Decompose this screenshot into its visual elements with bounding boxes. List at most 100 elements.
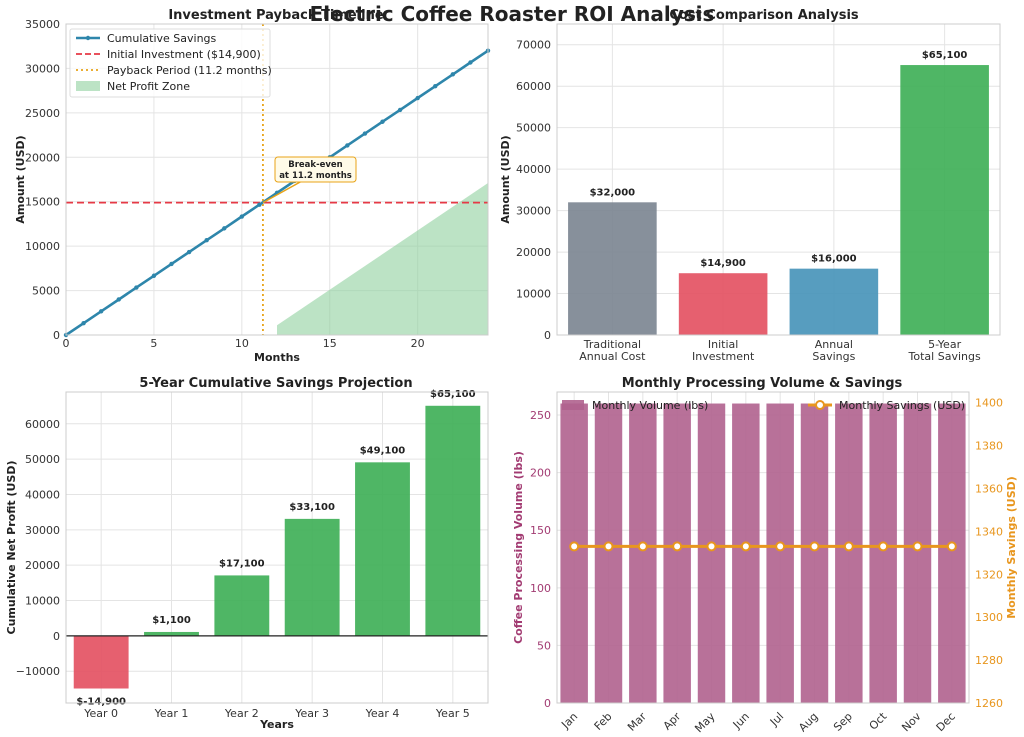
x-tick-label: Dec bbox=[934, 710, 958, 734]
x-tick-label: 20 bbox=[411, 337, 425, 350]
page-title: Electric Coffee Roaster ROI Analysis bbox=[309, 2, 715, 26]
y2-tick-label: 1380 bbox=[975, 440, 1003, 453]
monthly-savings-point bbox=[809, 541, 820, 552]
x-tick-label: Year 5 bbox=[435, 707, 470, 720]
cumulative-savings-point bbox=[433, 84, 438, 89]
x-tick-label: Jul bbox=[767, 710, 786, 729]
x-tick-label: Annual Cost bbox=[579, 350, 646, 363]
y-tick-label: 10000 bbox=[516, 288, 551, 301]
plot-frame bbox=[556, 391, 970, 704]
x-tick-label: Year 0 bbox=[83, 707, 118, 720]
y-axis-label: Cumulative Net Profit (USD) bbox=[5, 461, 18, 635]
monthly-savings-point bbox=[740, 541, 751, 552]
cumulative-savings-point bbox=[222, 226, 227, 231]
x-tick-label: Mar bbox=[625, 710, 649, 734]
y-tick-label: 30000 bbox=[25, 62, 60, 75]
bar bbox=[355, 462, 410, 636]
y-tick-label: 70000 bbox=[516, 39, 551, 52]
legend-swatch-marker bbox=[85, 35, 91, 41]
volume-bar bbox=[629, 403, 657, 703]
y-tick-label: 5000 bbox=[32, 285, 60, 298]
net-profit-zone bbox=[277, 183, 488, 335]
x-tick-label: Jan bbox=[558, 710, 580, 732]
bar-value-label: $17,100 bbox=[219, 558, 265, 569]
bar bbox=[73, 635, 129, 689]
y-tick-label: 25000 bbox=[25, 107, 60, 120]
cumulative-savings-point bbox=[169, 261, 174, 267]
annotation-text: at 11.2 months bbox=[279, 171, 352, 181]
cumulative-savings-point bbox=[345, 143, 350, 148]
volume-bar bbox=[663, 403, 691, 703]
monthly-savings-point bbox=[775, 541, 786, 552]
chart-title: Cost Comparison Analysis bbox=[669, 8, 859, 23]
plot-frame bbox=[65, 23, 489, 336]
y2-tick-label: 1280 bbox=[975, 654, 1003, 667]
x-tick-label: Investment bbox=[692, 350, 755, 363]
cumulative-savings-point bbox=[186, 249, 192, 255]
monthly-savings-point bbox=[946, 541, 957, 552]
monthly-savings-point bbox=[569, 541, 580, 552]
y-tick-label: 35000 bbox=[25, 18, 60, 31]
legend-swatch-marker bbox=[815, 400, 825, 410]
y-tick-label: 15000 bbox=[25, 196, 60, 209]
volume-bar bbox=[938, 403, 966, 703]
chart-cost-comparison: 0 10000 20000 30000 40000 50000 60000 70000 $32,… bbox=[499, 8, 1001, 363]
y-tick-label: 50 bbox=[537, 639, 551, 652]
bar bbox=[284, 518, 340, 636]
chart-title: Monthly Processing Volume & Savings bbox=[622, 376, 903, 391]
legend-label: Monthly Volume (lbs) bbox=[592, 399, 708, 412]
annotation-arrow bbox=[262, 180, 303, 204]
y-tick-label: 250 bbox=[530, 409, 551, 422]
monthly-savings-point bbox=[878, 541, 889, 552]
chart-savings-projection: −10000 0 10000 20000 30000 40000 50000 60000 $-1… bbox=[5, 376, 489, 731]
y-tick-label: 200 bbox=[530, 467, 551, 480]
y-tick-label: 40000 bbox=[25, 488, 60, 501]
y-tick-label: 150 bbox=[530, 524, 551, 537]
legend-swatch bbox=[562, 400, 584, 410]
annotation-text: Break-even bbox=[288, 160, 342, 170]
x-tick-label: Savings bbox=[812, 350, 855, 363]
bar-value-label: $-14,900 bbox=[76, 697, 126, 708]
cumulative-savings-point bbox=[151, 273, 157, 278]
y-tick-label: 0 bbox=[544, 329, 551, 342]
y-tick-label: 50000 bbox=[25, 453, 60, 466]
volume-bar bbox=[560, 403, 588, 703]
y-tick-label: 0 bbox=[53, 630, 60, 643]
y2-tick-label: 1260 bbox=[975, 697, 1003, 710]
y-axis-label: Coffee Processing Volume (lbs) bbox=[512, 451, 525, 644]
x-tick-label: Apr bbox=[661, 710, 684, 733]
annotation-box bbox=[274, 156, 357, 183]
monthly-savings-point bbox=[706, 541, 717, 552]
cumulative-savings-point bbox=[397, 107, 403, 113]
bar bbox=[900, 65, 989, 335]
y-tick-label: 40000 bbox=[516, 163, 551, 176]
x-tick-label: Aug bbox=[796, 710, 820, 734]
y-tick-label: 50000 bbox=[516, 122, 551, 135]
cumulative-savings-point bbox=[415, 95, 420, 101]
x-tick-label: Year 4 bbox=[365, 707, 400, 720]
y2-tick-label: 1340 bbox=[975, 525, 1003, 538]
bar bbox=[425, 405, 481, 636]
cumulative-savings-point bbox=[134, 285, 139, 290]
monthly-savings-point bbox=[603, 541, 614, 552]
volume-bar bbox=[903, 403, 932, 703]
y-axis-label: Amount (USD) bbox=[14, 135, 27, 223]
x-tick-label: Sep bbox=[831, 710, 855, 734]
x-tick-label: Jun bbox=[730, 710, 752, 732]
bar bbox=[214, 575, 270, 636]
y-tick-label: 20000 bbox=[25, 151, 60, 164]
legend-label: Cumulative Savings bbox=[107, 32, 217, 45]
plot-frame bbox=[556, 23, 1001, 336]
y-tick-label: 20000 bbox=[516, 246, 551, 259]
volume-bar bbox=[766, 403, 794, 703]
bar-value-label: $33,100 bbox=[289, 502, 335, 513]
y2-tick-label: 1300 bbox=[975, 611, 1003, 624]
bar bbox=[144, 631, 199, 636]
y-axis-label: Amount (USD) bbox=[499, 135, 512, 223]
volume-bar bbox=[732, 403, 760, 703]
cumulative-savings-point bbox=[98, 309, 104, 314]
cumulative-savings-point bbox=[81, 320, 86, 326]
y2-tick-label: 1400 bbox=[975, 397, 1003, 410]
bar-value-label: $65,100 bbox=[922, 50, 968, 61]
y-tick-label: 30000 bbox=[25, 524, 60, 537]
